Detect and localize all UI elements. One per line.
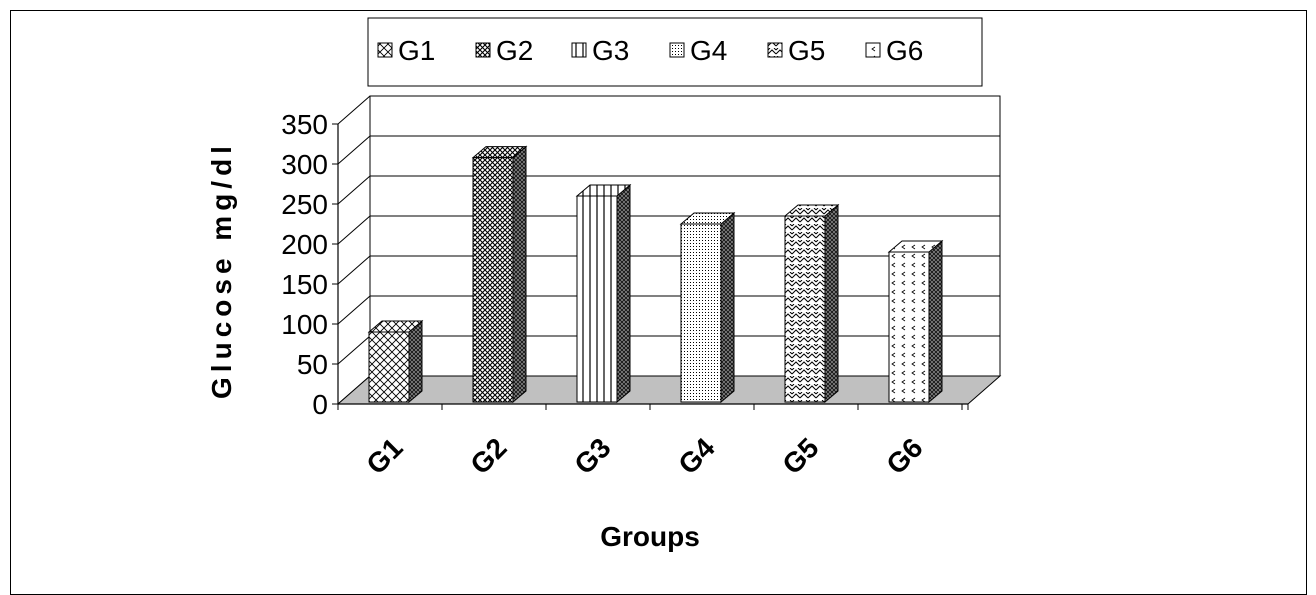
bar-front	[368, 331, 410, 403]
bar-g2	[471, 145, 528, 404]
legend-label: G3	[592, 35, 629, 66]
x-axis-label: Groups	[600, 521, 700, 552]
legend-label: G1	[398, 35, 435, 66]
x-tick-label: G4	[672, 432, 721, 481]
side-wall-line	[337, 95, 371, 125]
legend-item-g4: G4	[669, 35, 727, 66]
legend-label: G4	[690, 35, 727, 66]
bar-g1	[367, 319, 424, 404]
bar-front	[472, 157, 514, 403]
y-tick-label: 200	[281, 229, 328, 260]
bar-side	[928, 239, 943, 404]
side-wall-line	[337, 335, 371, 365]
bar-front	[784, 215, 826, 403]
side-wall-line	[337, 175, 371, 205]
legend-item-g3: G3	[571, 35, 629, 66]
legend-label: G6	[886, 35, 923, 66]
x-tick-label: G2	[464, 432, 512, 480]
x-tick-label: G5	[776, 432, 824, 480]
legend-swatch	[377, 42, 393, 58]
side-wall-line	[337, 215, 371, 245]
bar-front	[576, 195, 618, 403]
x-tick-label: G6	[880, 432, 928, 480]
bar-front	[888, 251, 930, 403]
y-tick-label: 250	[281, 189, 328, 220]
bar-side	[720, 211, 735, 404]
bar-g3	[575, 183, 632, 404]
legend-item-g6: G6	[865, 35, 923, 66]
plot-area: 0 50 100 150 200 250 300 350 G1 G2 G3 G4 G5 G6	[281, 95, 1002, 481]
bar-g4	[679, 211, 736, 404]
legend-item-g1: G1	[377, 35, 435, 66]
y-tick-label: 350	[281, 109, 328, 140]
legend-swatch	[767, 42, 783, 58]
y-tick-label: 0	[312, 389, 328, 420]
side-wall-line	[337, 255, 371, 285]
bar-side	[512, 145, 527, 404]
legend-swatch	[475, 42, 491, 58]
bar-side	[824, 203, 839, 404]
legend-item-g5: G5	[767, 35, 825, 66]
x-tick-label: G3	[568, 432, 616, 480]
side-wall-line	[337, 135, 371, 165]
y-tick-label: 300	[281, 149, 328, 180]
legend-label: G2	[496, 35, 533, 66]
legend-label: G5	[788, 35, 825, 66]
y-axis-label: Glucose mg/dl	[206, 141, 237, 399]
legend-swatch	[669, 42, 685, 58]
bar-g5	[783, 203, 840, 404]
legend-swatch	[865, 42, 881, 58]
legend-item-g2: G2	[475, 35, 533, 66]
bar-side	[616, 183, 631, 404]
legend-swatch	[571, 42, 587, 58]
bar-side	[408, 319, 423, 404]
y-tick-label: 50	[297, 349, 328, 380]
y-tick-label: 100	[281, 309, 328, 340]
chart-legend: G1 G2 G3 G4 G5 G6	[367, 17, 983, 87]
side-wall-line	[337, 295, 371, 325]
y-tick-label: 150	[281, 269, 328, 300]
bar-g6	[887, 239, 944, 404]
bar-front	[680, 223, 722, 403]
x-tick-label: G1	[360, 432, 408, 480]
